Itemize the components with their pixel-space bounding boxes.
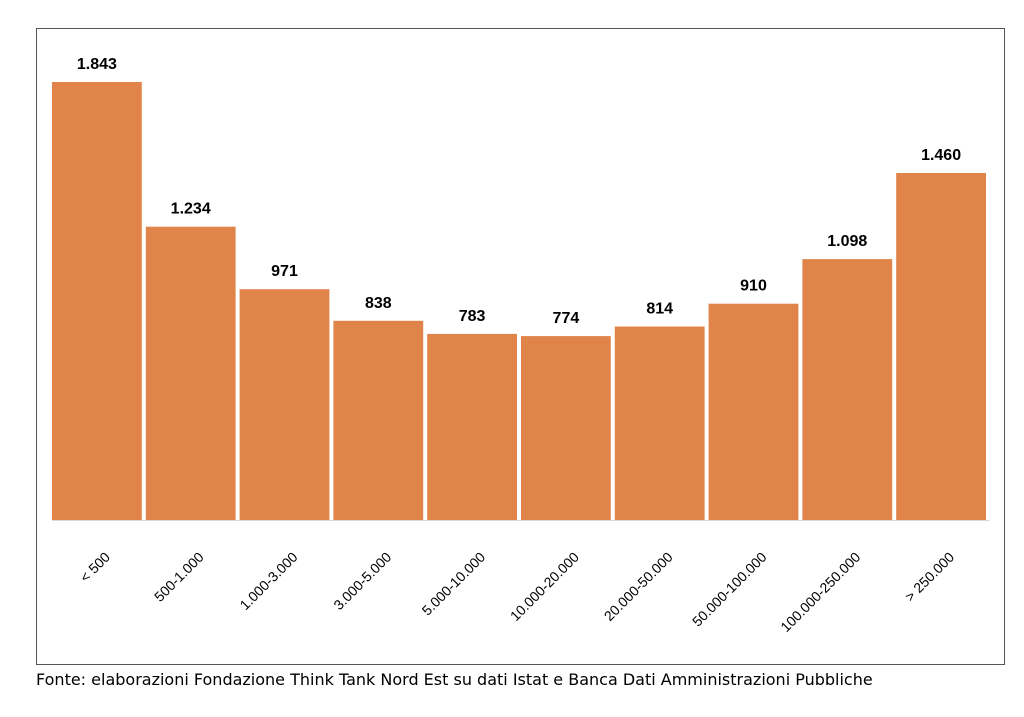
value-label-0: 1.843 [77, 56, 117, 73]
bar-7 [708, 303, 799, 520]
source-note: Fonte: elaborazioni Fondazione Think Tan… [36, 670, 873, 689]
value-label-1: 1.234 [171, 201, 211, 218]
category-label-7: 50.000-100.000 [689, 549, 770, 630]
bar-4 [427, 333, 517, 520]
value-label-8: 1.098 [827, 233, 867, 250]
bar-9 [896, 173, 986, 520]
value-labels-layer: 1.843 1.234 971 838 783 774 814 910 1.098 1.460 [77, 56, 961, 327]
bar-8 [802, 259, 893, 520]
category-label-0: < 500 [77, 549, 114, 586]
category-label-1: 500-1.000 [151, 549, 207, 605]
bar-3 [333, 320, 424, 520]
value-label-3: 838 [365, 295, 392, 312]
value-label-5: 774 [553, 310, 580, 327]
category-label-9: > 250.000 [902, 549, 958, 605]
category-labels-layer: < 500 500-1.000 1.000-3.000 3.000-5.000 5.00… [77, 549, 958, 635]
value-label-2: 971 [271, 263, 298, 280]
bar-1 [145, 226, 236, 520]
category-label-6: 20.000-50.000 [601, 549, 676, 624]
category-label-8: 100.000-250.000 [777, 549, 863, 635]
category-label-5: 10.000-20.000 [507, 549, 582, 624]
category-label-4: 5.000-10.000 [419, 549, 489, 619]
category-label-2: 1.000-3.000 [236, 549, 300, 613]
bar-0 [52, 82, 142, 520]
value-label-7: 910 [740, 278, 767, 295]
bar-5 [521, 336, 611, 520]
bars-layer [52, 82, 986, 520]
bar-6 [614, 326, 705, 520]
bar-2 [239, 289, 330, 520]
value-label-4: 783 [459, 308, 486, 325]
value-label-9: 1.460 [921, 147, 961, 164]
category-label-3: 3.000-5.000 [330, 549, 394, 613]
value-label-6: 814 [646, 301, 673, 318]
